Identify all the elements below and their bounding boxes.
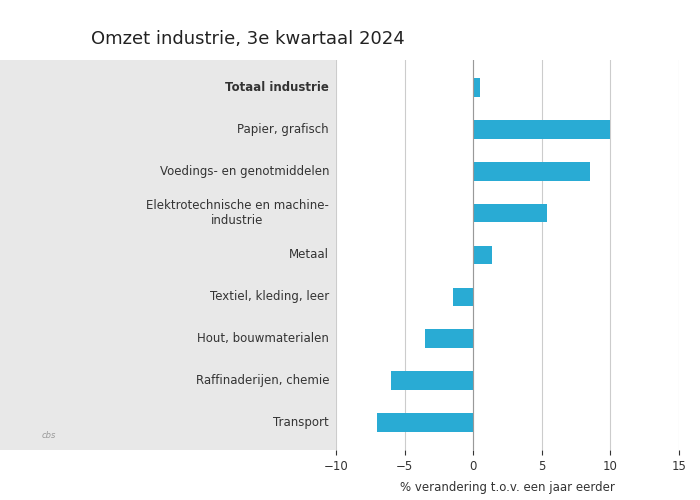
X-axis label: % verandering t.o.v. een jaar eerder: % verandering t.o.v. een jaar eerder	[400, 481, 615, 494]
Text: Metaal: Metaal	[289, 248, 329, 262]
Bar	[425, 330, 473, 348]
Bar	[473, 120, 610, 139]
Text: Voedings- en genotmiddelen: Voedings- en genotmiddelen	[160, 164, 329, 177]
Text: Elektrotechnische en machine-
industrie: Elektrotechnische en machine- industrie	[146, 199, 329, 227]
Text: Transport: Transport	[273, 416, 329, 430]
Text: cbs: cbs	[42, 430, 56, 440]
Text: Omzet industrie, 3e kwartaal 2024: Omzet industrie, 3e kwartaal 2024	[91, 30, 405, 48]
Bar	[377, 414, 473, 432]
Text: Hout, bouwmaterialen: Hout, bouwmaterialen	[197, 332, 329, 345]
Bar	[473, 78, 480, 96]
Text: Textiel, kleding, leer: Textiel, kleding, leer	[210, 290, 329, 304]
Text: Totaal industrie: Totaal industrie	[225, 80, 329, 94]
Bar	[453, 288, 473, 306]
Bar	[473, 162, 590, 180]
Bar	[391, 372, 473, 390]
Text: Raffinaderijen, chemie: Raffinaderijen, chemie	[195, 374, 329, 388]
Bar	[473, 204, 547, 223]
Text: Papier, grafisch: Papier, grafisch	[237, 122, 329, 136]
Bar	[473, 246, 492, 264]
